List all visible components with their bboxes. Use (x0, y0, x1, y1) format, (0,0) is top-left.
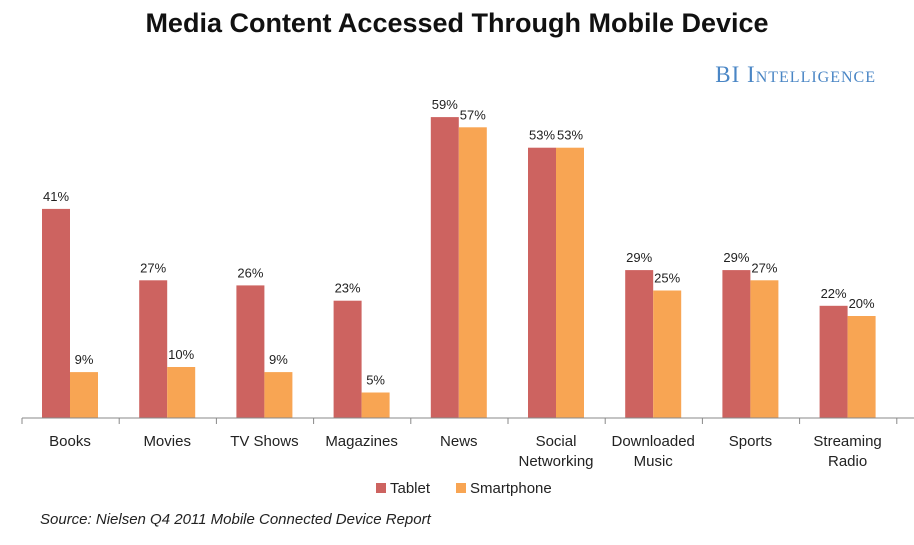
bar-tablet-8 (819, 305, 848, 418)
value-labels-group: 41%9%27%10%26%9%23%5%59%57%53% 53%29%25%2… (43, 97, 875, 387)
category-label-7: Sports (729, 433, 772, 450)
value-label-tablet-4: 59% (432, 97, 458, 112)
category-labels-group: Books Movies TV Shows Magazines News Social Ne… (49, 433, 882, 470)
value-label-tablet-5: 53% (529, 128, 555, 143)
bar-tablet-6 (625, 270, 654, 418)
category-label-3: Magazines (325, 433, 398, 450)
category-label-2: TV Shows (230, 433, 298, 450)
value-label-smartphone-1: 10% (168, 347, 194, 362)
bar-smartphone-1 (167, 367, 196, 418)
category-label-8: Streaming Radio (813, 433, 881, 470)
bar-smartphone-6 (653, 290, 682, 418)
category-label-1: Movies (143, 433, 191, 450)
category-label-5: Social Networking (518, 433, 593, 470)
value-label-tablet-1: 27% (140, 260, 166, 275)
x-axis-ticks (21, 418, 898, 424)
value-label-tablet-8: 22% (821, 286, 847, 301)
value-label-smartphone-6: 25% (654, 271, 680, 286)
bar-smartphone-7 (750, 280, 779, 418)
legend-swatch-tablet (376, 483, 386, 493)
value-label-smartphone-8: 20% (849, 296, 875, 311)
source-note: Source: Nielsen Q4 2011 Mobile Connected… (40, 511, 431, 528)
bar-tablet-1 (139, 280, 168, 418)
value-label-smartphone-7: 27% (751, 260, 777, 275)
bar-smartphone-8 (847, 316, 876, 418)
bar-tablet-5 (528, 147, 556, 418)
value-label-tablet-2: 26% (237, 265, 263, 280)
bar-smartphone-0 (70, 372, 98, 418)
bar-smartphone-3 (361, 392, 390, 418)
value-label-smartphone-3: 5% (366, 373, 385, 388)
bar-tablet-7 (722, 270, 751, 418)
value-label-smartphone-2: 9% (269, 352, 288, 367)
legend-label-smartphone: Smartphone (470, 480, 552, 497)
legend: Tablet Smartphone (376, 480, 552, 497)
bar-tablet-0 (42, 208, 70, 418)
value-label-tablet-3: 23% (335, 281, 361, 296)
legend-label-tablet: Tablet (390, 480, 431, 497)
bars-group (42, 117, 876, 419)
value-label-tablet-6: 29% (626, 250, 652, 265)
value-label-tablet-7: 29% (723, 250, 749, 265)
value-label-smartphone-4: 57% (460, 107, 486, 122)
bar-smartphone-5 (556, 147, 584, 418)
category-label-0: Books (49, 433, 91, 450)
bar-smartphone-2 (264, 372, 293, 418)
value-label-tablet-0: 41% (43, 189, 69, 204)
bar-tablet-2 (236, 285, 265, 418)
bar-tablet-4 (430, 117, 459, 418)
chart-title: Media Content Accessed Through Mobile De… (145, 8, 769, 38)
bar-smartphone-4 (458, 127, 487, 419)
bar-tablet-3 (333, 300, 362, 418)
brand-logo: BI Intelligence (715, 62, 876, 88)
brand-text: BI Intelligence (715, 62, 876, 87)
category-label-4: News (440, 433, 478, 450)
category-label-6: Downloaded Music (611, 433, 694, 470)
value-label-smartphone-0: 9% (75, 352, 94, 367)
value-label-smartphone-5: 53% (557, 128, 583, 143)
legend-swatch-smartphone (456, 483, 466, 493)
